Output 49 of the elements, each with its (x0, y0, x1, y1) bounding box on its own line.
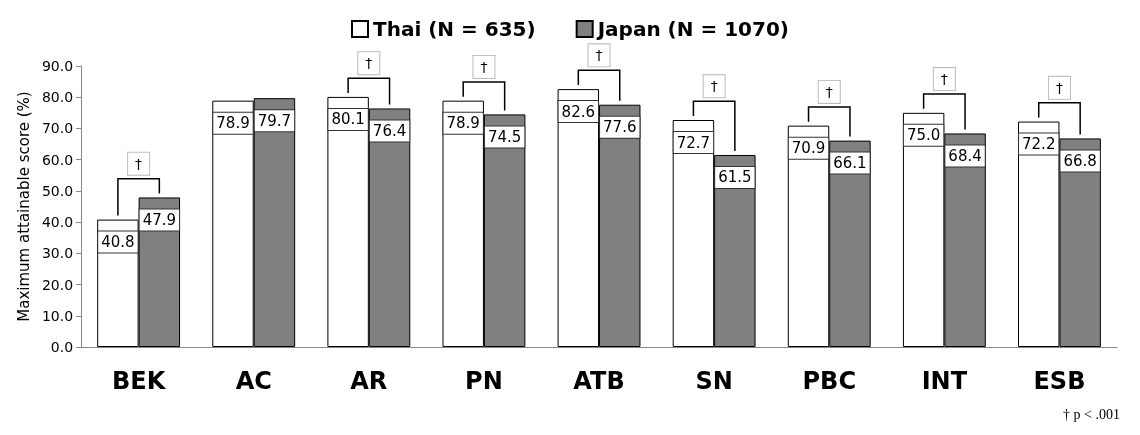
text: † p < .001 (1063, 406, 1121, 422)
y-tick-label: 60.0 (41, 151, 74, 168)
annotation: † (365, 55, 373, 72)
y-tick-label: 50.0 (41, 182, 74, 199)
data-label: 66.1 (833, 154, 867, 173)
y-tick-label: 40.0 (41, 214, 74, 231)
data-label: 78.9 (216, 114, 250, 133)
x-tick-label: INT (921, 367, 968, 395)
legend-label: Thai (N = 635) (373, 17, 536, 41)
data-label: 78.9 (446, 114, 480, 133)
x-tick-label: AC (235, 367, 272, 395)
data-label: 75.0 (906, 126, 941, 145)
data-label: 66.8 (1063, 151, 1097, 170)
data-label: 68.4 (948, 146, 982, 165)
y-tick-label: 20.0 (41, 276, 74, 293)
y-tick-label: 80.0 (41, 89, 74, 106)
data-label: 80.1 (331, 110, 365, 129)
annotation: † (940, 71, 948, 88)
data-label: 61.5 (718, 168, 752, 187)
annotation: † (1055, 79, 1063, 96)
data-label: 72.2 (1022, 135, 1056, 154)
x-tick-label: PBC (802, 367, 856, 395)
data-label: 40.8 (101, 233, 135, 252)
y-tick-label: 90.0 (41, 58, 74, 74)
y-tick-label: 70.0 (41, 120, 74, 137)
legend-label: Japan (N = 1070) (595, 17, 789, 41)
y-tick-label: 10.0 (41, 307, 74, 324)
annotation: † (135, 155, 143, 172)
annotation: † (710, 78, 718, 95)
y-tick-label: 30.0 (41, 245, 74, 262)
data-label: 72.7 (676, 133, 711, 152)
data-label: 77.6 (603, 118, 637, 137)
data-label: 76.4 (372, 121, 407, 140)
x-tick-label: BEK (111, 367, 167, 395)
text: † (595, 47, 603, 64)
y-tick-label: 0.0 (50, 339, 74, 355)
x-tick-label: PN (465, 367, 503, 395)
annotation: † (825, 83, 833, 100)
data-label: 70.9 (791, 139, 826, 158)
x-tick-label: ESB (1033, 367, 1086, 395)
x-tick-label: SN (695, 367, 733, 395)
x-tick-label: AR (350, 367, 388, 395)
data-label: 47.9 (142, 210, 177, 229)
annotation: † (480, 58, 488, 75)
data-label: 82.6 (561, 102, 596, 121)
data-label: 79.7 (257, 111, 292, 130)
y-axis-title: Maximum attainable score (%) (14, 91, 33, 322)
data-label: 74.5 (487, 127, 522, 146)
x-tick-label: ATB (573, 367, 625, 395)
